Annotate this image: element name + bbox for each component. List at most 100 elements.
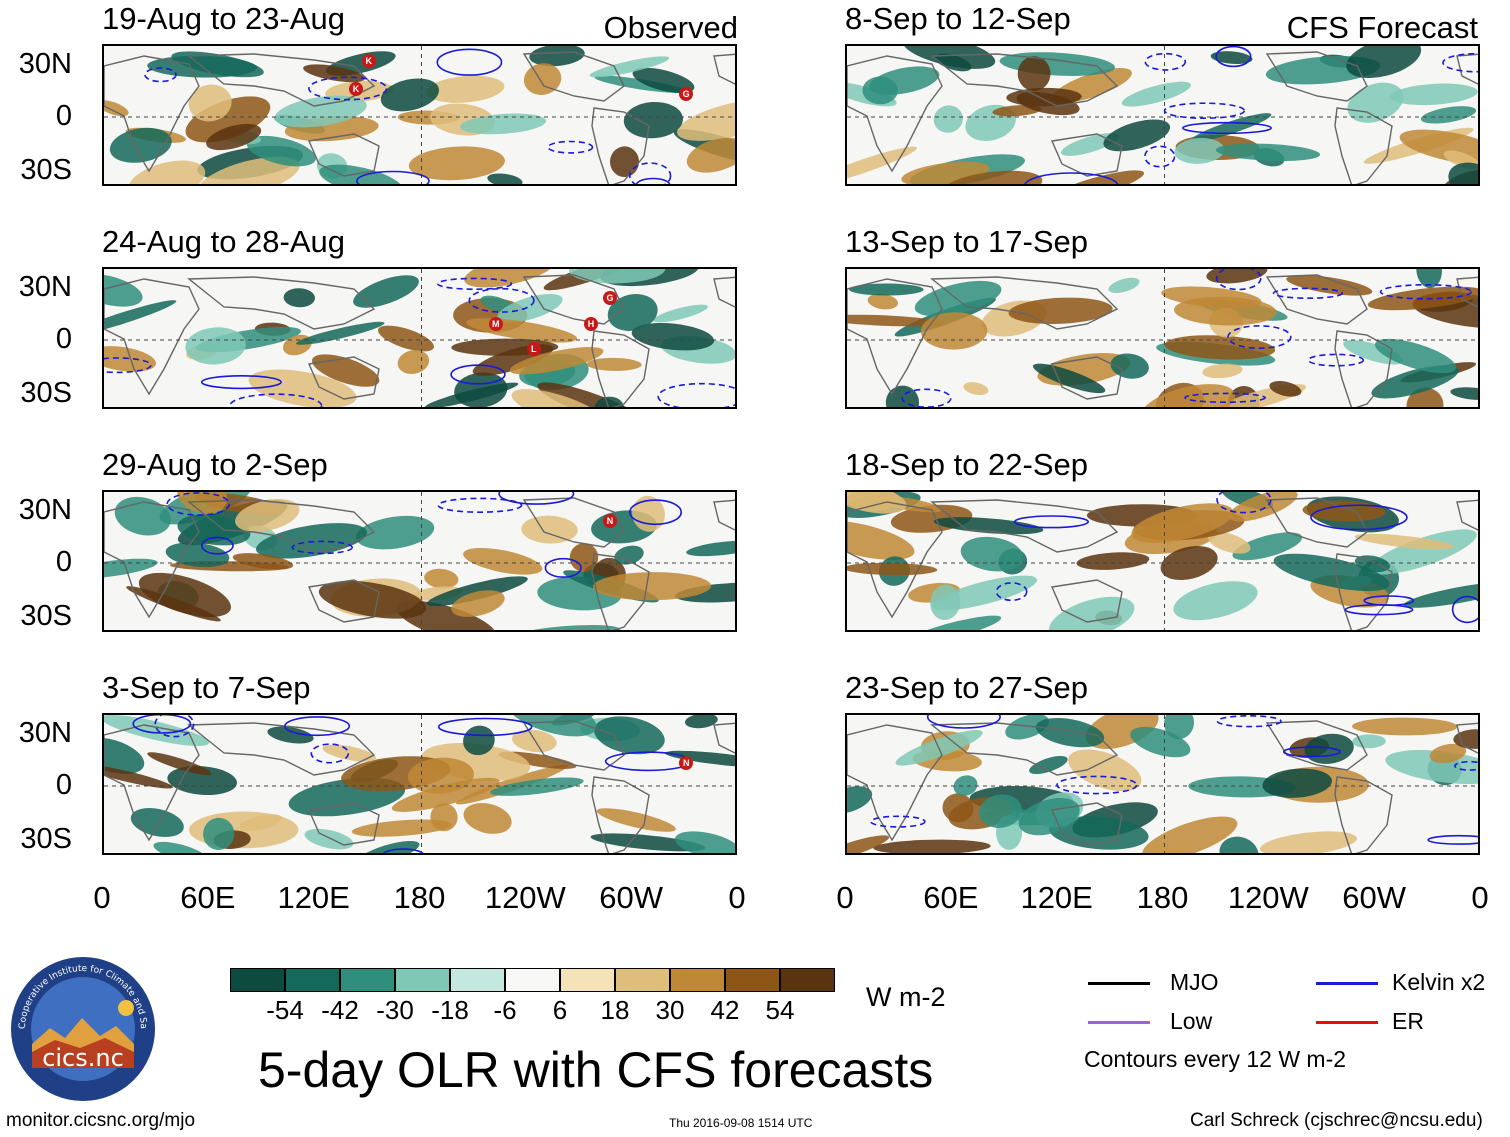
colorbar-tick-label: -42 xyxy=(321,995,359,1025)
olr-anomaly xyxy=(1130,726,1191,758)
kelvin-contour xyxy=(1216,492,1272,514)
kelvin-contour xyxy=(1451,595,1478,624)
olr-anomaly xyxy=(378,325,434,352)
kelvin-contour xyxy=(437,717,533,737)
coastline xyxy=(187,53,376,107)
olr-anomaly xyxy=(463,725,495,756)
olr-anomaly xyxy=(677,99,735,141)
colorbar-swatch xyxy=(670,968,725,992)
olr-anomaly xyxy=(1121,81,1191,107)
olr-anomaly xyxy=(1367,286,1478,311)
olr-anomaly xyxy=(847,835,890,853)
colorbar-swatch xyxy=(340,968,395,992)
longitude-tick-label: 60W xyxy=(599,880,664,915)
olr-anomaly xyxy=(165,542,230,568)
olr-anomaly xyxy=(1406,387,1444,407)
coastline xyxy=(307,802,380,846)
olr-anomaly xyxy=(664,750,735,768)
olr-anomaly xyxy=(185,327,246,365)
coastline xyxy=(1050,356,1123,400)
coastline xyxy=(847,724,943,842)
olr-anomaly xyxy=(623,101,683,139)
kelvin-contour xyxy=(1013,515,1089,529)
olr-anomaly xyxy=(424,382,519,407)
coastline xyxy=(930,276,1119,330)
olr-anomaly xyxy=(487,173,523,184)
coastline xyxy=(847,278,943,396)
olr-anomaly xyxy=(847,520,915,560)
panel-title: 29-Aug to 2-Sep xyxy=(102,447,328,482)
olr-anomaly xyxy=(1035,717,1105,748)
latitude-tick-label: 30S xyxy=(20,154,72,186)
olr-anomaly xyxy=(867,293,898,310)
kelvin-contour xyxy=(284,716,351,737)
longitude-tick-label: 180 xyxy=(1136,880,1189,915)
coastline xyxy=(930,499,1119,553)
colorbar-tick-label: 18 xyxy=(600,995,630,1025)
colorbar-swatch xyxy=(230,968,285,992)
olr-anomaly xyxy=(632,67,695,93)
olr-anomaly xyxy=(849,283,924,296)
olr-anomaly xyxy=(903,615,1002,630)
latitude-tick-label: 30S xyxy=(20,377,72,409)
olr-anomaly xyxy=(586,357,642,371)
longitude-tick-label: 120E xyxy=(277,880,350,915)
olr-anomaly xyxy=(255,523,368,559)
kelvin-contour xyxy=(436,48,503,76)
olr-anomaly xyxy=(188,84,232,122)
kelvin-contour xyxy=(144,67,177,83)
olr-anomaly xyxy=(1103,119,1171,152)
coastline xyxy=(1265,497,1368,548)
olr-anomaly xyxy=(128,160,206,184)
longitude-tick-label: 180 xyxy=(393,880,446,915)
olr-anomaly xyxy=(529,46,585,67)
footer-url[interactable]: monitor.cicsnc.org/mjo xyxy=(6,1110,196,1131)
kelvin-contour xyxy=(544,557,582,578)
kelvin-contour xyxy=(1227,324,1292,349)
olr-anomaly xyxy=(497,294,563,323)
legend-mjo-label: MJO xyxy=(1170,969,1219,995)
legend-kelvin-label: Kelvin x2 xyxy=(1392,969,1486,995)
colorbar-swatch xyxy=(285,968,340,992)
olr-anomaly xyxy=(153,841,207,853)
olr-anomaly xyxy=(1352,717,1458,736)
olr-map-panel xyxy=(102,713,737,855)
coastline xyxy=(307,133,380,177)
colorbar-tick-label: 54 xyxy=(765,995,795,1025)
olr-anomaly xyxy=(319,164,403,184)
olr-anomaly xyxy=(1399,129,1478,165)
olr-anomaly xyxy=(686,540,735,557)
longitude-tick-label: 60E xyxy=(923,880,979,915)
olr-map-panel xyxy=(102,267,737,409)
olr-anomaly xyxy=(1219,836,1259,853)
olr-anomaly xyxy=(355,515,435,550)
footer-timestamp: Thu 2016-09-08 1514 UTC xyxy=(669,1116,813,1130)
olr-anomaly xyxy=(506,715,597,737)
olr-map-panel xyxy=(102,44,737,186)
kelvin-contour xyxy=(498,492,575,505)
olr-anomaly xyxy=(873,839,991,853)
logo-text: cics.nc xyxy=(42,1044,124,1072)
footer-author: Carl Schreck (cjschrec@ncsu.edu) xyxy=(1190,1110,1483,1131)
panel-title: 24-Aug to 28-Aug xyxy=(102,224,346,259)
coastline xyxy=(713,499,735,531)
olr-anomaly xyxy=(451,590,505,617)
colorbar-swatch xyxy=(725,968,780,992)
olr-anomaly xyxy=(1228,492,1298,522)
olr-anomaly xyxy=(1371,365,1459,399)
olr-anomaly xyxy=(521,515,578,544)
forecast-label: CFS Forecast xyxy=(1286,10,1478,45)
kelvin-contour xyxy=(200,374,282,390)
olr-anomaly xyxy=(1232,532,1303,561)
coastline xyxy=(847,55,943,173)
colorbar-units: W m-2 xyxy=(866,982,946,1012)
olr-anomaly xyxy=(631,322,715,351)
kelvin-contour xyxy=(382,848,424,853)
kelvin-contour xyxy=(450,364,506,385)
olr-anomaly xyxy=(1018,797,1080,836)
olr-anomaly xyxy=(607,294,658,331)
kelvin-contour xyxy=(1024,172,1119,184)
olr-anomaly xyxy=(1049,816,1149,850)
olr-anomaly xyxy=(460,113,547,135)
olr-anomaly xyxy=(104,273,143,307)
